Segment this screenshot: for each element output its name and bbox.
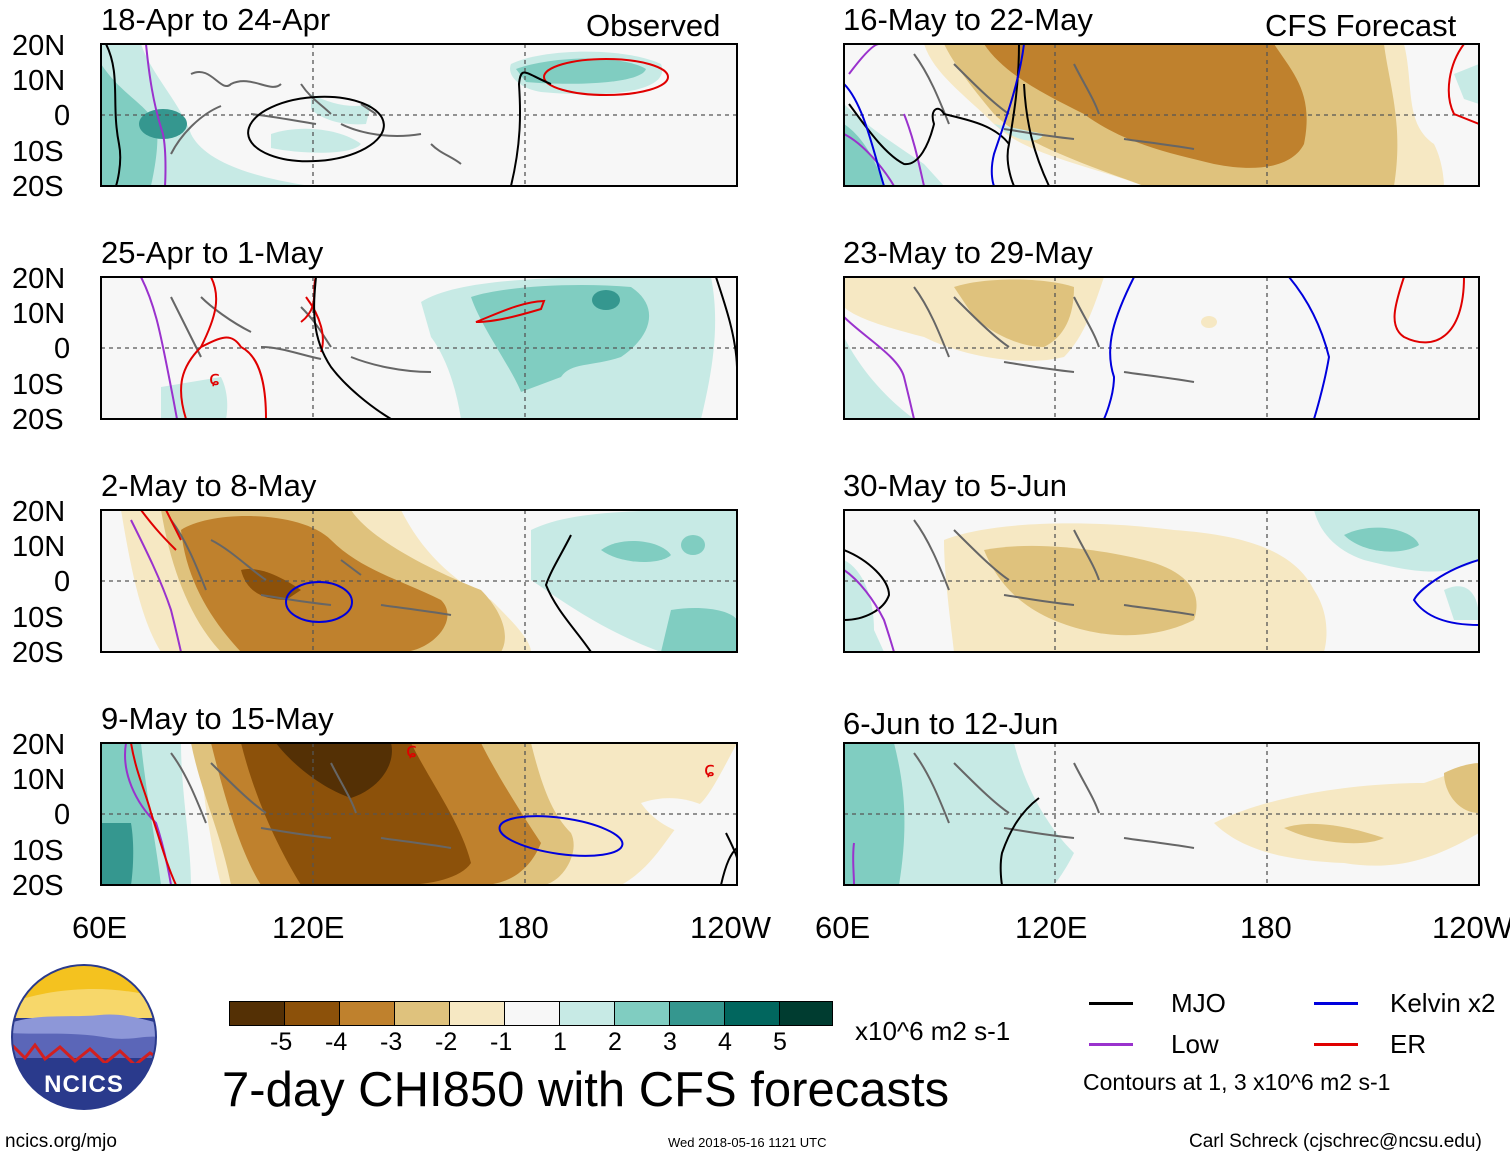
panel-title-left-2: 25-Apr to 1-May <box>101 235 324 270</box>
colorbar-tick: 1 <box>553 1028 567 1056</box>
map-panel-right-2 <box>844 277 1479 419</box>
colorbar-tick: 5 <box>773 1028 787 1056</box>
colorbar-tick: 4 <box>718 1028 732 1056</box>
map-panel-left-4: ɕ ɕ <box>101 743 737 885</box>
lon-label-right: 120E <box>1015 910 1088 945</box>
lon-label-right: 60E <box>815 910 871 945</box>
svg-text:ɕ: ɕ <box>406 743 417 762</box>
main-title: 7-day CHI850 with CFS forecasts <box>222 1063 950 1117</box>
colorbar-swatch <box>559 1001 615 1026</box>
lat-label: 20N <box>12 729 66 761</box>
colorbar-swatch <box>284 1001 340 1026</box>
panel-title-right-3: 30-May to 5-Jun <box>843 468 1067 503</box>
colorbar-swatch <box>724 1001 780 1026</box>
legend-label-kelvin: Kelvin x2 <box>1390 988 1496 1018</box>
panel-title-right-1: 16-May to 22-May <box>843 2 1093 37</box>
lat-label: 10N <box>12 531 66 563</box>
lat-label: 20S <box>12 637 64 669</box>
colorbar-swatch <box>339 1001 395 1026</box>
lat-label: 0 <box>54 566 71 598</box>
logo-text: NCICS <box>44 1071 124 1098</box>
lon-label-left: 120E <box>272 910 345 945</box>
colorbar-tick: 2 <box>608 1028 622 1056</box>
legend-swatch-er <box>1314 1043 1358 1046</box>
legend-label-er: ER <box>1390 1029 1427 1059</box>
lon-label-left: 60E <box>72 910 128 945</box>
lat-label: 20N <box>12 263 66 295</box>
colorbar-units: x10^6 m2 s-1 <box>855 1016 1011 1046</box>
legend-swatch-mjo <box>1089 1002 1133 1005</box>
panel-title-left-4: 9-May to 15-May <box>101 701 334 736</box>
colorbar-swatch <box>229 1001 285 1026</box>
panel-title-left-3: 2-May to 8-May <box>101 468 317 503</box>
lat-label: 10S <box>12 369 64 401</box>
lat-label: 10S <box>12 136 64 168</box>
footer-url[interactable]: ncics.org/mjo <box>5 1131 117 1152</box>
svg-text:ɕ: ɕ <box>704 757 715 781</box>
panel-title-right-2: 23-May to 29-May <box>843 235 1093 270</box>
map-panel-right-4 <box>844 743 1479 885</box>
lat-label: 10S <box>12 602 64 634</box>
colorbar-tick: -5 <box>270 1028 293 1056</box>
lat-label: 20N <box>12 496 66 528</box>
ncics-logo: NCICS <box>10 963 158 1111</box>
map-panel-left-1 <box>101 44 737 186</box>
lat-label: 10N <box>12 298 66 330</box>
lon-label-left: 120W <box>690 910 771 945</box>
lat-label: 10N <box>12 65 66 97</box>
colorbar-swatch <box>394 1001 450 1026</box>
legend-label-low: Low <box>1171 1029 1219 1059</box>
legend-label-mjo: MJO <box>1171 988 1226 1018</box>
panel-title-right-4: 6-Jun to 12-Jun <box>843 706 1059 741</box>
colorbar-tick: -3 <box>380 1028 403 1056</box>
footer-timestamp: Wed 2018-05-16 1121 UTC <box>668 1135 827 1150</box>
map-panel-right-3 <box>844 510 1479 652</box>
colorbar-swatch <box>779 1001 833 1026</box>
lat-label: 10S <box>12 835 64 867</box>
colorbar-swatch <box>449 1001 505 1026</box>
colorbar-swatch <box>504 1001 560 1026</box>
lat-label: 10N <box>12 764 66 796</box>
colorbar-swatch <box>614 1001 670 1026</box>
lat-label: 20S <box>12 870 64 902</box>
lat-label: 0 <box>54 333 71 365</box>
lat-label: 20N <box>12 30 66 62</box>
lon-label-right: 180 <box>1240 910 1292 945</box>
lat-label: 0 <box>54 799 71 831</box>
lon-label-right: 120W <box>1432 910 1510 945</box>
map-panel-left-3 <box>101 510 737 652</box>
legend-swatch-low <box>1089 1043 1133 1046</box>
colorbar-tick: -4 <box>325 1028 348 1056</box>
colorbar-swatch <box>669 1001 725 1026</box>
lat-label: 20S <box>12 404 64 436</box>
colorbar-tick: -2 <box>435 1028 458 1056</box>
contours-note: Contours at 1, 3 x10^6 m2 s-1 <box>1083 1069 1391 1095</box>
map-panel-right-1 <box>844 44 1479 186</box>
footer-credit: Carl Schreck (cjschrec@ncsu.edu) <box>1189 1131 1482 1152</box>
colorbar-tick: 3 <box>663 1028 677 1056</box>
lat-label: 0 <box>54 100 71 132</box>
observed-label: Observed <box>586 8 721 43</box>
lat-label: 20S <box>12 171 64 203</box>
lon-label-left: 180 <box>497 910 549 945</box>
map-panel-left-2: ɕ <box>101 277 737 419</box>
svg-text:ɕ: ɕ <box>209 366 220 390</box>
panel-title-left-1: 18-Apr to 24-Apr <box>101 2 331 37</box>
legend-swatch-kelvin <box>1314 1002 1358 1005</box>
cfs-forecast-label: CFS Forecast <box>1265 8 1457 43</box>
colorbar-tick: -1 <box>490 1028 513 1056</box>
